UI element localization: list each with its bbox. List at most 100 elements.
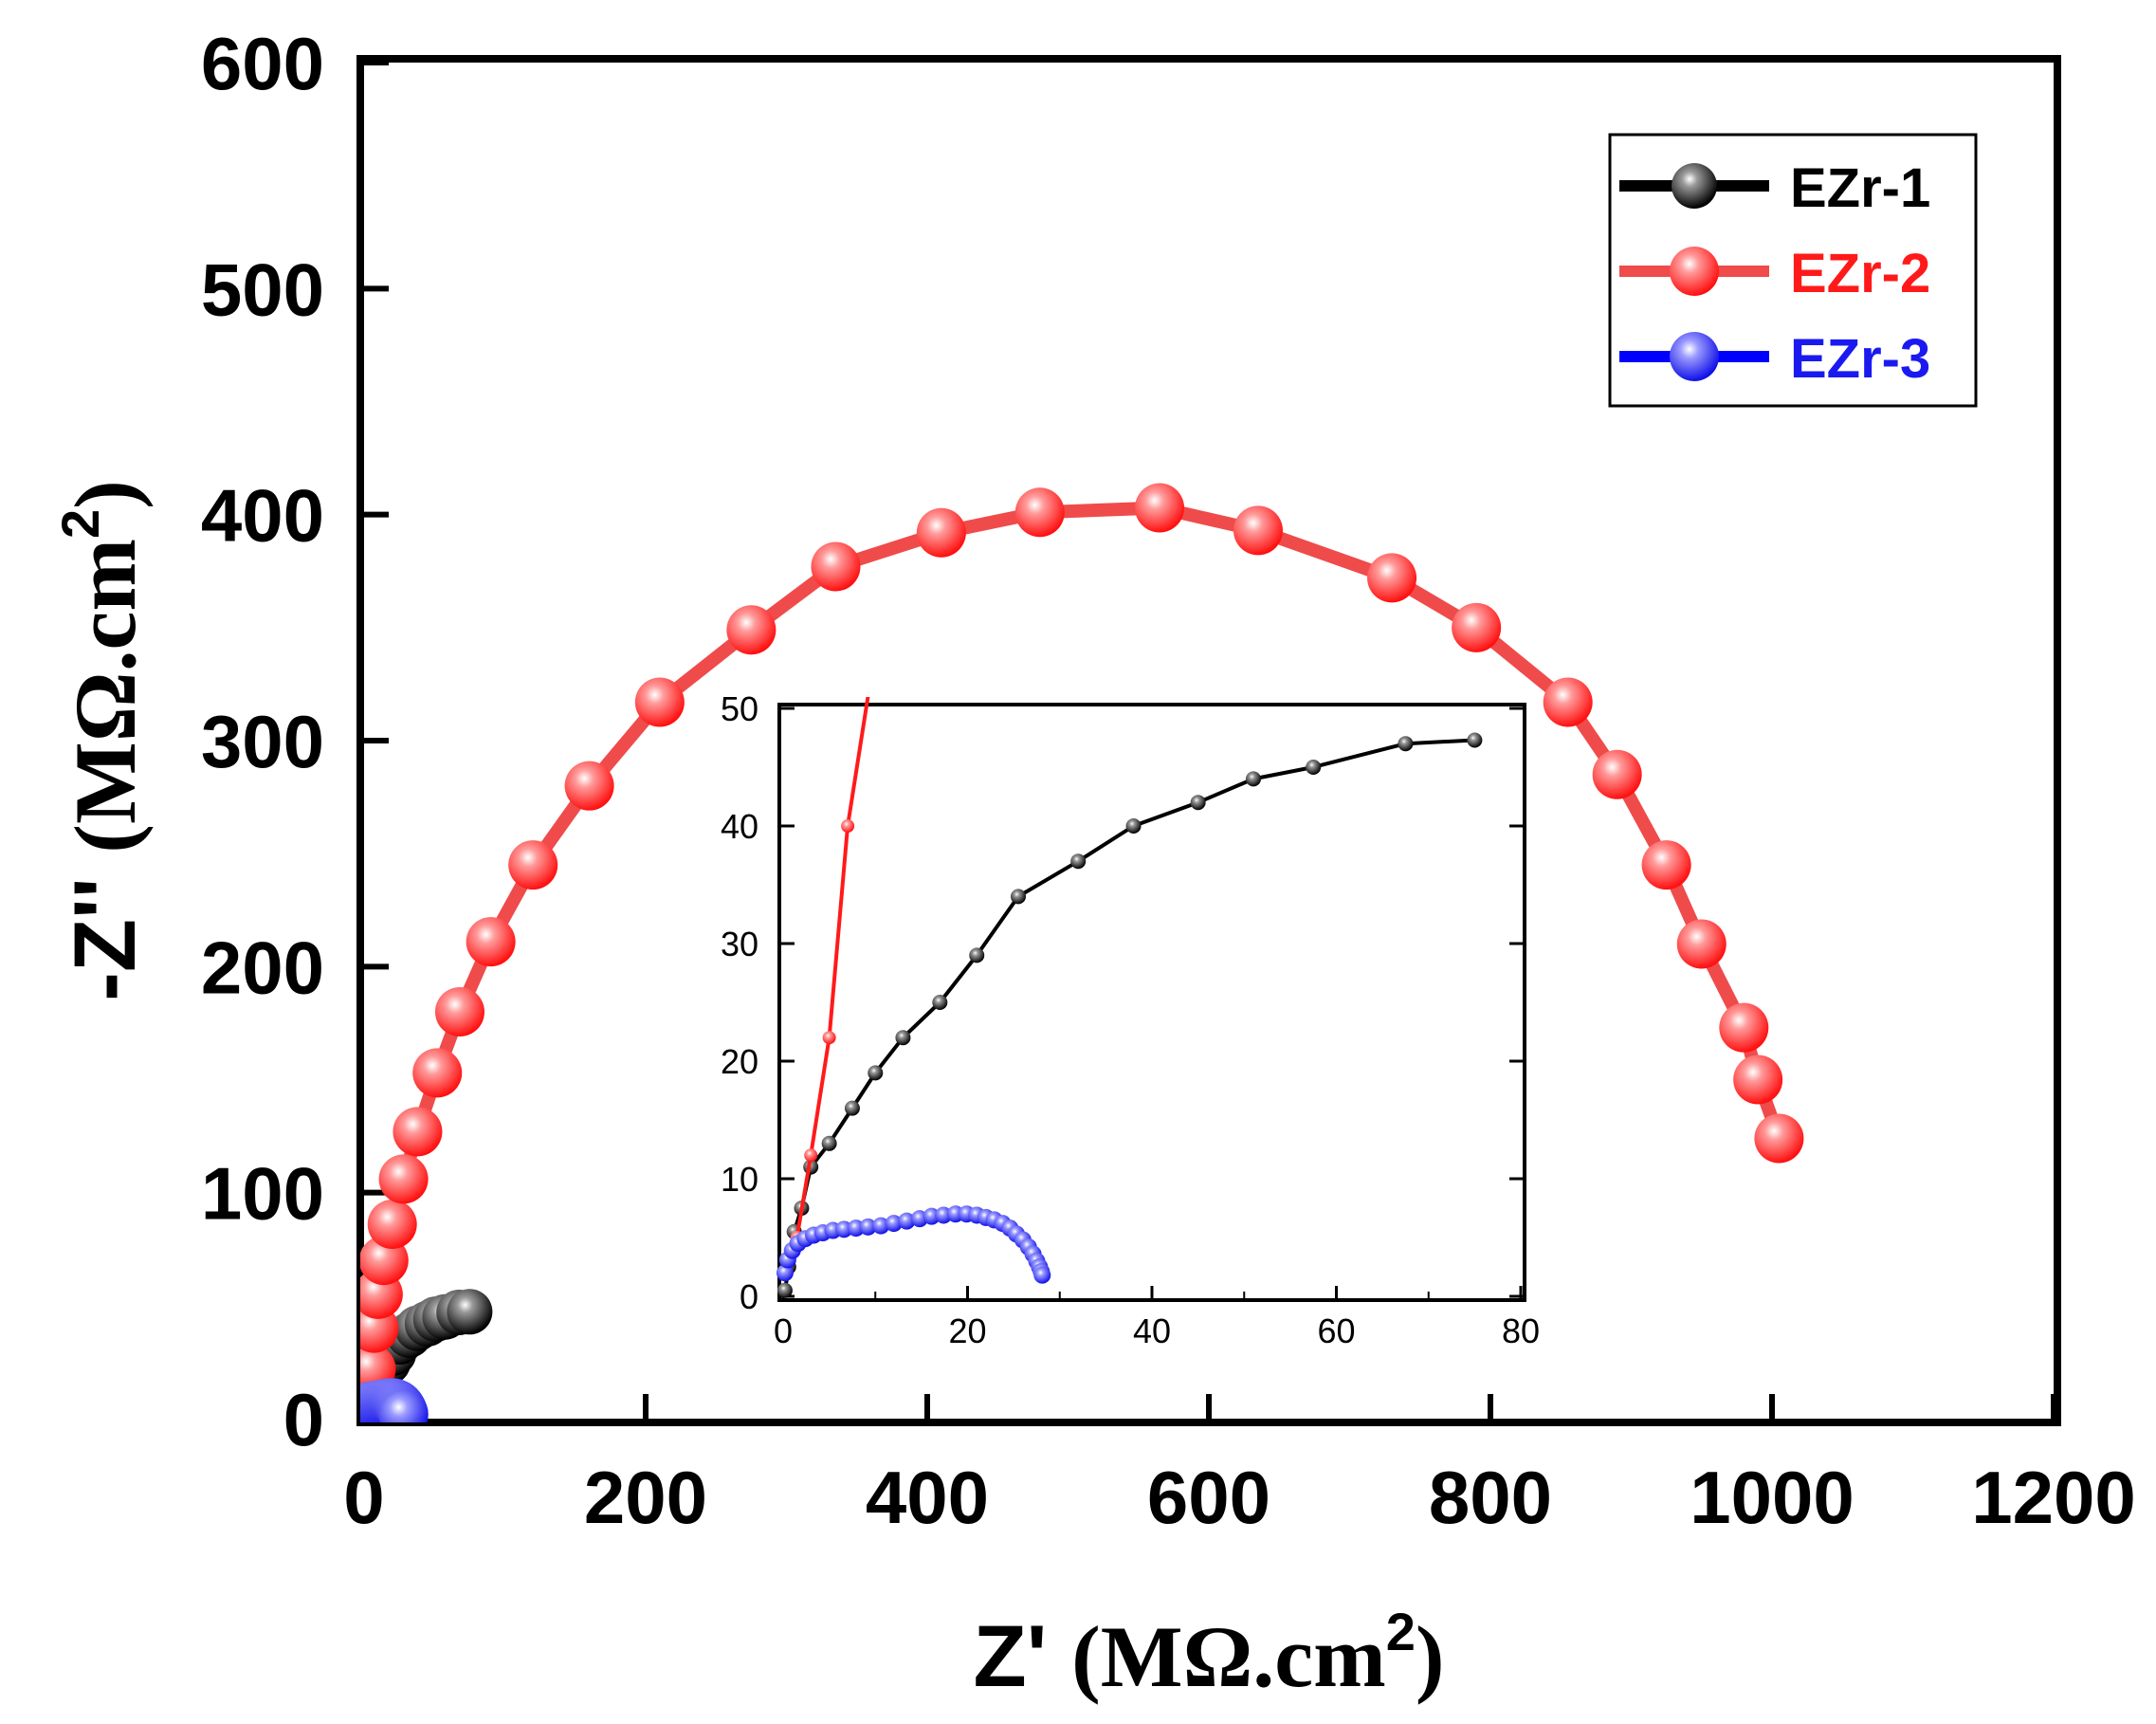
inset-data-point-ezr-1: [1467, 732, 1483, 748]
inset-data-point-ezr-3: [859, 1218, 877, 1236]
legend-entry-ezr-1: EZr-1: [1619, 157, 1930, 219]
x-tick-label: 1000: [1690, 1456, 1855, 1539]
inset-y-tick-label: 10: [721, 1160, 758, 1199]
inset-y-tick-label: 20: [721, 1042, 758, 1081]
legend-marker-ezr-2: [1670, 247, 1719, 296]
inset-y-tick-label: 40: [721, 807, 758, 846]
y-tick-label: 300: [201, 700, 324, 783]
inset-series-ezr-3: [776, 1205, 1051, 1284]
data-point-ezr-2: [564, 761, 614, 811]
inset-plot-frame: [777, 703, 1526, 1302]
inset-data-point-ezr-1: [1190, 795, 1206, 811]
data-point-ezr-2: [1754, 1113, 1804, 1164]
inset-data-point-ezr-1: [1010, 889, 1026, 905]
y-tick-label: 200: [201, 926, 324, 1009]
legend: EZr-1 EZr-2 EZr-3: [1608, 133, 1978, 408]
x-tick-label: 0: [343, 1456, 384, 1539]
series-ezr-2: [360, 483, 1804, 1422]
x-axis-title-sup: 2: [1386, 1602, 1416, 1661]
inset-data-point-ezr-1: [868, 1065, 884, 1081]
y-tick-label: 100: [201, 1152, 324, 1236]
y-axis-title: -Z'' (MΩ.cm2): [50, 480, 154, 1001]
data-point-ezr-2: [1135, 483, 1185, 533]
inset-data-point-ezr-3: [1033, 1266, 1051, 1284]
data-point-ezr-2: [1452, 602, 1502, 652]
y-axis-title-sup: 2: [50, 509, 110, 539]
data-point-ezr-2: [1233, 505, 1283, 556]
inset-data-point-ezr-3: [885, 1215, 903, 1233]
data-point-ezr-2: [811, 541, 861, 592]
data-point-ezr-2: [466, 917, 516, 967]
inset-data-point-ezr-1: [932, 995, 948, 1010]
inset-data-point-ezr-1: [1125, 818, 1142, 834]
inset-x-tick-label: 80: [1502, 1311, 1540, 1350]
inset-x-tick-label: 40: [1133, 1311, 1171, 1350]
inset-data-point-ezr-3: [898, 1212, 916, 1230]
data-point-ezr-2: [367, 1200, 417, 1250]
inset-data-point-ezr-2: [804, 1148, 818, 1163]
inset-data-point-ezr-2: [1034, 44, 1048, 57]
data-point-ezr-2: [1543, 677, 1593, 727]
data-point-ezr-2: [1014, 487, 1065, 538]
x-tick-label: 600: [1147, 1456, 1270, 1539]
x-tick-label: 200: [584, 1456, 707, 1539]
legend-entry-ezr-2: EZr-2: [1619, 243, 1930, 304]
data-point-ezr-2: [1733, 1055, 1783, 1105]
x-tick-label: 800: [1429, 1456, 1552, 1539]
data-point-ezr-2: [726, 605, 777, 655]
data-point-ezr-1: [447, 1289, 493, 1335]
legend-label-ezr-2: EZr-2: [1790, 243, 1930, 304]
y-axis-title-unit: (MΩ.cm: [57, 539, 154, 853]
x-axis-title-prefix: Z': [973, 1608, 1071, 1705]
data-point-ezr-2: [1676, 919, 1727, 969]
legend-label-ezr-3: EZr-3: [1790, 328, 1930, 390]
x-axis-title: Z' (MΩ.cm2): [973, 1602, 1444, 1705]
data-point-ezr-2: [434, 987, 484, 1036]
data-point-ezr-2: [412, 1048, 463, 1098]
y-tick-label: 0: [283, 1378, 324, 1461]
y-tick-label: 600: [201, 22, 324, 105]
legend-marker-ezr-3: [1670, 332, 1719, 381]
inset-data-point-ezr-1: [1070, 853, 1087, 870]
inset-data-point-ezr-1: [1306, 760, 1322, 775]
data-point-ezr-2: [1367, 553, 1417, 603]
data-point-ezr-2: [378, 1154, 429, 1204]
data-point-ezr-2: [634, 677, 685, 727]
inset-data-point-ezr-3: [776, 1264, 794, 1282]
inset-data-point-ezr-2: [961, 279, 975, 292]
data-point-ezr-2: [1719, 1002, 1769, 1053]
y-axis-title-prefix: -Z'': [57, 853, 154, 1001]
inset-x-tick-label: 60: [1317, 1311, 1355, 1350]
inset-data-point-ezr-1: [777, 1282, 793, 1298]
x-tick-label: 400: [866, 1456, 989, 1539]
inset-data-point-ezr-2: [905, 467, 919, 480]
main-plot-frame: [356, 55, 2061, 1426]
inset-data-point-ezr-1: [1245, 771, 1261, 787]
data-point-ezr-2: [508, 840, 558, 890]
series-ezr-3: [360, 1378, 429, 1422]
inset-data-point-ezr-2: [868, 643, 882, 656]
legend-marker-ezr-1: [1672, 163, 1717, 209]
inset-data-point-ezr-1: [844, 1100, 860, 1116]
x-axis-title-unit: (MΩ.cm: [1071, 1608, 1386, 1705]
inset-data-point-ezr-1: [895, 1030, 911, 1046]
inset-data-point-ezr-1: [969, 947, 985, 963]
inset-data-point-ezr-1: [1398, 736, 1414, 752]
inset-x-tick-label: 20: [948, 1311, 986, 1350]
data-point-ezr-2: [916, 507, 966, 558]
data-point-ezr-2: [393, 1107, 443, 1157]
inset-data-point-ezr-1: [821, 1135, 837, 1151]
y-tick-label: 400: [201, 474, 324, 558]
inset-x-tick-label: 0: [774, 1311, 793, 1350]
inset-data-point-ezr-2: [841, 819, 855, 833]
inset-y-tick-label: 30: [721, 925, 758, 963]
x-axis-title-close: ): [1416, 1608, 1445, 1705]
inset-y-tick-label: 50: [721, 689, 758, 728]
y-axis-title-close: ): [57, 480, 154, 509]
inset-data-point-ezr-3: [872, 1217, 890, 1235]
legend-label-ezr-1: EZr-1: [1790, 157, 1930, 219]
inset-data-point-ezr-2: [822, 1031, 836, 1045]
data-point-ezr-2: [1641, 840, 1691, 890]
x-tick-label: 1200: [1971, 1456, 2136, 1539]
